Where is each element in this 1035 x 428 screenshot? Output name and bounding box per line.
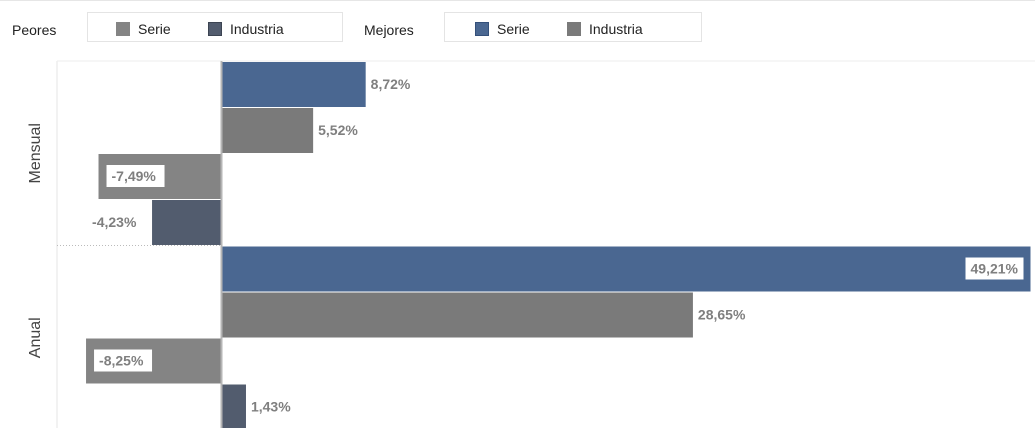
legend-worst-industria[interactable]: Industria — [208, 19, 284, 39]
category-label-anual: Anual — [27, 317, 44, 358]
data-label-bg-peores-serie-anual — [94, 349, 153, 372]
data-label-mejores-industria-mensual: 5,52% — [318, 122, 358, 138]
data-label-mejores-serie-anual: 49,21% — [971, 261, 1019, 277]
data-label-mejores-serie-mensual: 8,72% — [371, 76, 411, 92]
legend-worst-industria-label: Industria — [230, 21, 284, 37]
legend-best-serie[interactable]: Serie — [475, 19, 530, 39]
data-label-peores-industria-mensual: -4,23% — [92, 214, 137, 230]
bar-mejores-industria-mensual — [222, 108, 314, 153]
legend-best-serie-label: Serie — [497, 21, 530, 37]
bar-peores-industria-anual — [222, 384, 246, 428]
legend-best-industria[interactable]: Industria — [567, 19, 643, 39]
legend-worst: Serie Industria — [87, 12, 343, 42]
bar-mejores-serie-anual — [222, 246, 1031, 292]
legend-worst-serie-label: Serie — [138, 21, 171, 37]
legend-worst-serie[interactable]: Serie — [116, 19, 171, 39]
bar-peores-industria-mensual — [152, 200, 222, 245]
legend-swatch-worst-industria — [208, 22, 222, 36]
legend-best: Serie Industria — [444, 12, 702, 42]
legend-swatch-best-industria — [567, 22, 581, 36]
data-label-peores-serie-anual: -8,25% — [99, 353, 144, 369]
data-label-mejores-industria-anual: 28,65% — [698, 307, 746, 323]
data-label-peores-industria-anual: 1,43% — [251, 399, 291, 415]
legend-swatch-best-serie — [475, 22, 489, 36]
data-label-peores-serie-mensual: -7,49% — [112, 168, 157, 184]
legend-swatch-worst-serie — [116, 22, 130, 36]
bar-mejores-industria-anual — [222, 292, 693, 338]
category-label-mensual: Mensual — [27, 123, 44, 183]
top-divider — [0, 0, 1035, 1]
legend-best-title: Mejores — [364, 22, 414, 38]
legend-worst-title: Peores — [12, 22, 57, 38]
bar-mejores-serie-mensual — [222, 62, 366, 107]
legend-best-industria-label: Industria — [589, 21, 643, 37]
data-label-bg-mejores-serie-anual — [965, 257, 1024, 280]
data-label-bg-peores-serie-mensual — [106, 165, 165, 187]
